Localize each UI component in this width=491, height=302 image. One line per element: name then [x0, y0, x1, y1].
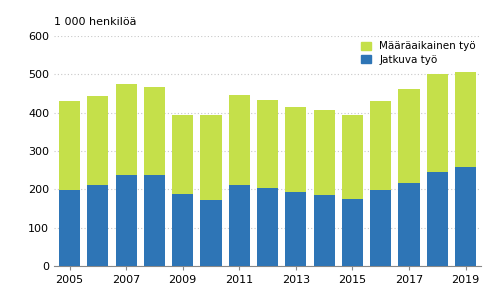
- Bar: [455, 72, 476, 167]
- Text: 1 000 henkilöä: 1 000 henkilöä: [54, 17, 136, 27]
- Bar: [59, 101, 80, 190]
- Bar: [172, 115, 193, 194]
- Bar: [257, 188, 278, 266]
- Bar: [200, 200, 221, 266]
- Bar: [342, 115, 363, 199]
- Bar: [87, 185, 109, 266]
- Bar: [144, 175, 165, 266]
- Bar: [427, 74, 448, 172]
- Bar: [59, 190, 80, 266]
- Legend: Määräaikainen työ, Jatkuva työ: Määräaikainen työ, Jatkuva työ: [360, 41, 476, 65]
- Bar: [172, 194, 193, 266]
- Bar: [200, 115, 221, 200]
- Bar: [87, 95, 109, 185]
- Bar: [285, 191, 306, 266]
- Bar: [115, 85, 137, 175]
- Bar: [342, 199, 363, 266]
- Bar: [144, 87, 165, 175]
- Bar: [398, 183, 420, 266]
- Bar: [229, 185, 250, 266]
- Bar: [370, 190, 391, 266]
- Bar: [455, 167, 476, 266]
- Bar: [314, 111, 335, 195]
- Bar: [398, 89, 420, 183]
- Bar: [229, 95, 250, 185]
- Bar: [257, 100, 278, 188]
- Bar: [370, 101, 391, 190]
- Bar: [427, 172, 448, 266]
- Bar: [314, 195, 335, 266]
- Bar: [115, 175, 137, 266]
- Bar: [285, 108, 306, 191]
